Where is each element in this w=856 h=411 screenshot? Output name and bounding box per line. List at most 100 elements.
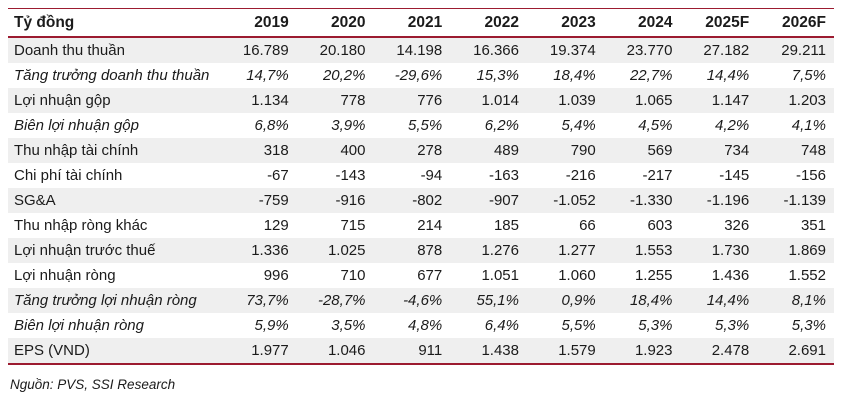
cell-value: 14,4% <box>706 292 750 309</box>
table-row: Tăng trưởng doanh thu thuần 14,7% 20,2% -29… <box>8 63 834 88</box>
cell-value: 129 <box>263 217 289 234</box>
cell-value: 6,4% <box>484 317 519 334</box>
cell-value: 1.060 <box>558 267 596 284</box>
cell-value: 1.977 <box>251 342 289 359</box>
cell-value: 715 <box>340 217 366 234</box>
cell-value: 6,8% <box>254 117 289 134</box>
cell-value: 569 <box>647 142 673 159</box>
cell-value: 14,7% <box>246 67 289 84</box>
table-row: Lợi nhuận ròng 996 710 677 1.051 1.060 1.255 1.… <box>8 263 834 288</box>
cell-value: -29,6% <box>394 67 443 84</box>
cell-value: -1.330 <box>629 192 673 209</box>
table-row: Thu nhập ròng khác 129 715 214 185 66 603 326 35… <box>8 213 834 238</box>
cell-value: 1.046 <box>327 342 366 359</box>
cell-value: 22,7% <box>629 67 673 84</box>
cell-value: 1.147 <box>711 92 750 109</box>
cell-value: 66 <box>579 217 596 234</box>
cell-value: 911 <box>418 342 443 359</box>
table-row: Thu nhập tài chính 318 400 278 489 790 569 734 7… <box>8 138 834 163</box>
row-label: Thu nhập tài chính <box>14 142 139 159</box>
cell-value: 5,5% <box>408 117 443 134</box>
cell-value: 16.366 <box>473 42 519 59</box>
cell-value: 4,1% <box>791 117 826 134</box>
year-column-header: 2020 <box>331 14 366 31</box>
cell-value: -759 <box>258 192 289 209</box>
cell-value: 5,3% <box>715 317 750 334</box>
cell-value: 1.203 <box>788 92 826 109</box>
table-row: Lợi nhuận gộp 1.134 778 776 1.014 1.039 1.065 1… <box>8 88 834 113</box>
cell-value: 1.869 <box>788 242 826 259</box>
cell-value: 1.025 <box>327 242 366 259</box>
cell-value: -163 <box>488 167 519 184</box>
cell-value: 677 <box>417 267 443 284</box>
cell-value: 1.553 <box>634 242 673 259</box>
cell-value: -1.139 <box>783 192 826 209</box>
cell-value: 790 <box>570 142 596 159</box>
cell-value: 489 <box>493 142 519 159</box>
cell-value: -145 <box>719 167 750 184</box>
row-label: Lợi nhuận trước thuế <box>14 242 156 259</box>
cell-value: 5,3% <box>638 317 673 334</box>
cell-value: -802 <box>412 192 443 209</box>
cell-value: 5,3% <box>791 317 826 334</box>
row-label: Lợi nhuận gộp <box>14 92 111 109</box>
table-row: Biên lợi nhuận ròng 5,9% 3,5% 4,8% 6,4% 5,5% 5… <box>8 313 834 338</box>
cell-value: 55,1% <box>476 292 519 309</box>
cell-value: 1.134 <box>251 92 289 109</box>
cell-value: 1.276 <box>481 242 519 259</box>
row-label: Doanh thu thuần <box>14 42 125 59</box>
cell-value: 0,9% <box>561 292 596 309</box>
cell-value: 734 <box>724 142 750 159</box>
cell-value: 1.436 <box>711 267 750 284</box>
table-row: SG&A -759 -916 -802 -907 -1.052 -1.330 -1.196 -1… <box>8 188 834 213</box>
table-row: Chi phí tài chính -67 -143 -94 -163 -216 -217 -… <box>8 163 834 188</box>
row-label: Lợi nhuận ròng <box>14 267 116 284</box>
financial-report-table-page: Tỷ đồng 2019 2020 2021 2022 2023 2024 2025F 202… <box>8 8 834 392</box>
cell-value: 15,3% <box>476 67 519 84</box>
table-row: Doanh thu thuần 16.789 20.180 14.198 16.366 1… <box>8 37 834 63</box>
cell-value: 20,2% <box>322 67 366 84</box>
cell-value: 14,4% <box>706 67 750 84</box>
cell-value: 27.182 <box>703 42 750 59</box>
cell-value: 5,5% <box>561 317 596 334</box>
row-label: Chi phí tài chính <box>14 167 123 184</box>
cell-value: 1.730 <box>711 242 750 259</box>
cell-value: 400 <box>340 142 366 159</box>
cell-value: -216 <box>565 167 596 184</box>
row-label: EPS (VND) <box>14 342 90 359</box>
cell-value: -67 <box>267 167 289 184</box>
year-column-header: 2025F <box>705 14 750 31</box>
cell-value: 7,5% <box>791 67 826 84</box>
year-column-header: 2019 <box>254 14 289 31</box>
cell-value: 1.065 <box>634 92 673 109</box>
cell-value: 73,7% <box>246 292 289 309</box>
table-body: Doanh thu thuần 16.789 20.180 14.198 16.366 1… <box>8 37 834 364</box>
cell-value: 4,5% <box>638 117 673 134</box>
cell-value: 1.336 <box>251 242 289 259</box>
cell-value: 603 <box>647 217 673 234</box>
cell-value: -1.052 <box>553 192 596 209</box>
cell-value: 351 <box>800 217 826 234</box>
table-header-row: Tỷ đồng 2019 2020 2021 2022 2023 2024 2025F 202… <box>8 9 834 37</box>
cell-value: 4,8% <box>408 317 443 334</box>
cell-value: 278 <box>417 142 443 159</box>
table-row: Lợi nhuận trước thuế 1.336 1.025 878 1.276 1.… <box>8 238 834 263</box>
cell-value: 1.438 <box>481 342 519 359</box>
row-label: Thu nhập ròng khác <box>14 217 148 234</box>
year-column-header: 2024 <box>638 14 673 31</box>
cell-value: -1.196 <box>706 192 750 209</box>
table-row: EPS (VND) 1.977 1.046 911 1.438 1.579 1.923 2.4… <box>8 338 834 364</box>
cell-value: 1.552 <box>788 267 826 284</box>
cell-value: -916 <box>335 192 366 209</box>
row-label: SG&A <box>14 192 56 209</box>
cell-value: 996 <box>263 267 289 284</box>
cell-value: 5,4% <box>561 117 596 134</box>
cell-value: 16.789 <box>242 42 289 59</box>
cell-value: -907 <box>488 192 519 209</box>
cell-value: 1.923 <box>634 342 673 359</box>
cell-value: 3,9% <box>331 117 366 134</box>
cell-value: -94 <box>420 167 443 184</box>
cell-value: 20.180 <box>319 42 366 59</box>
cell-value: 19.374 <box>549 42 596 59</box>
cell-value: 6,2% <box>484 117 519 134</box>
